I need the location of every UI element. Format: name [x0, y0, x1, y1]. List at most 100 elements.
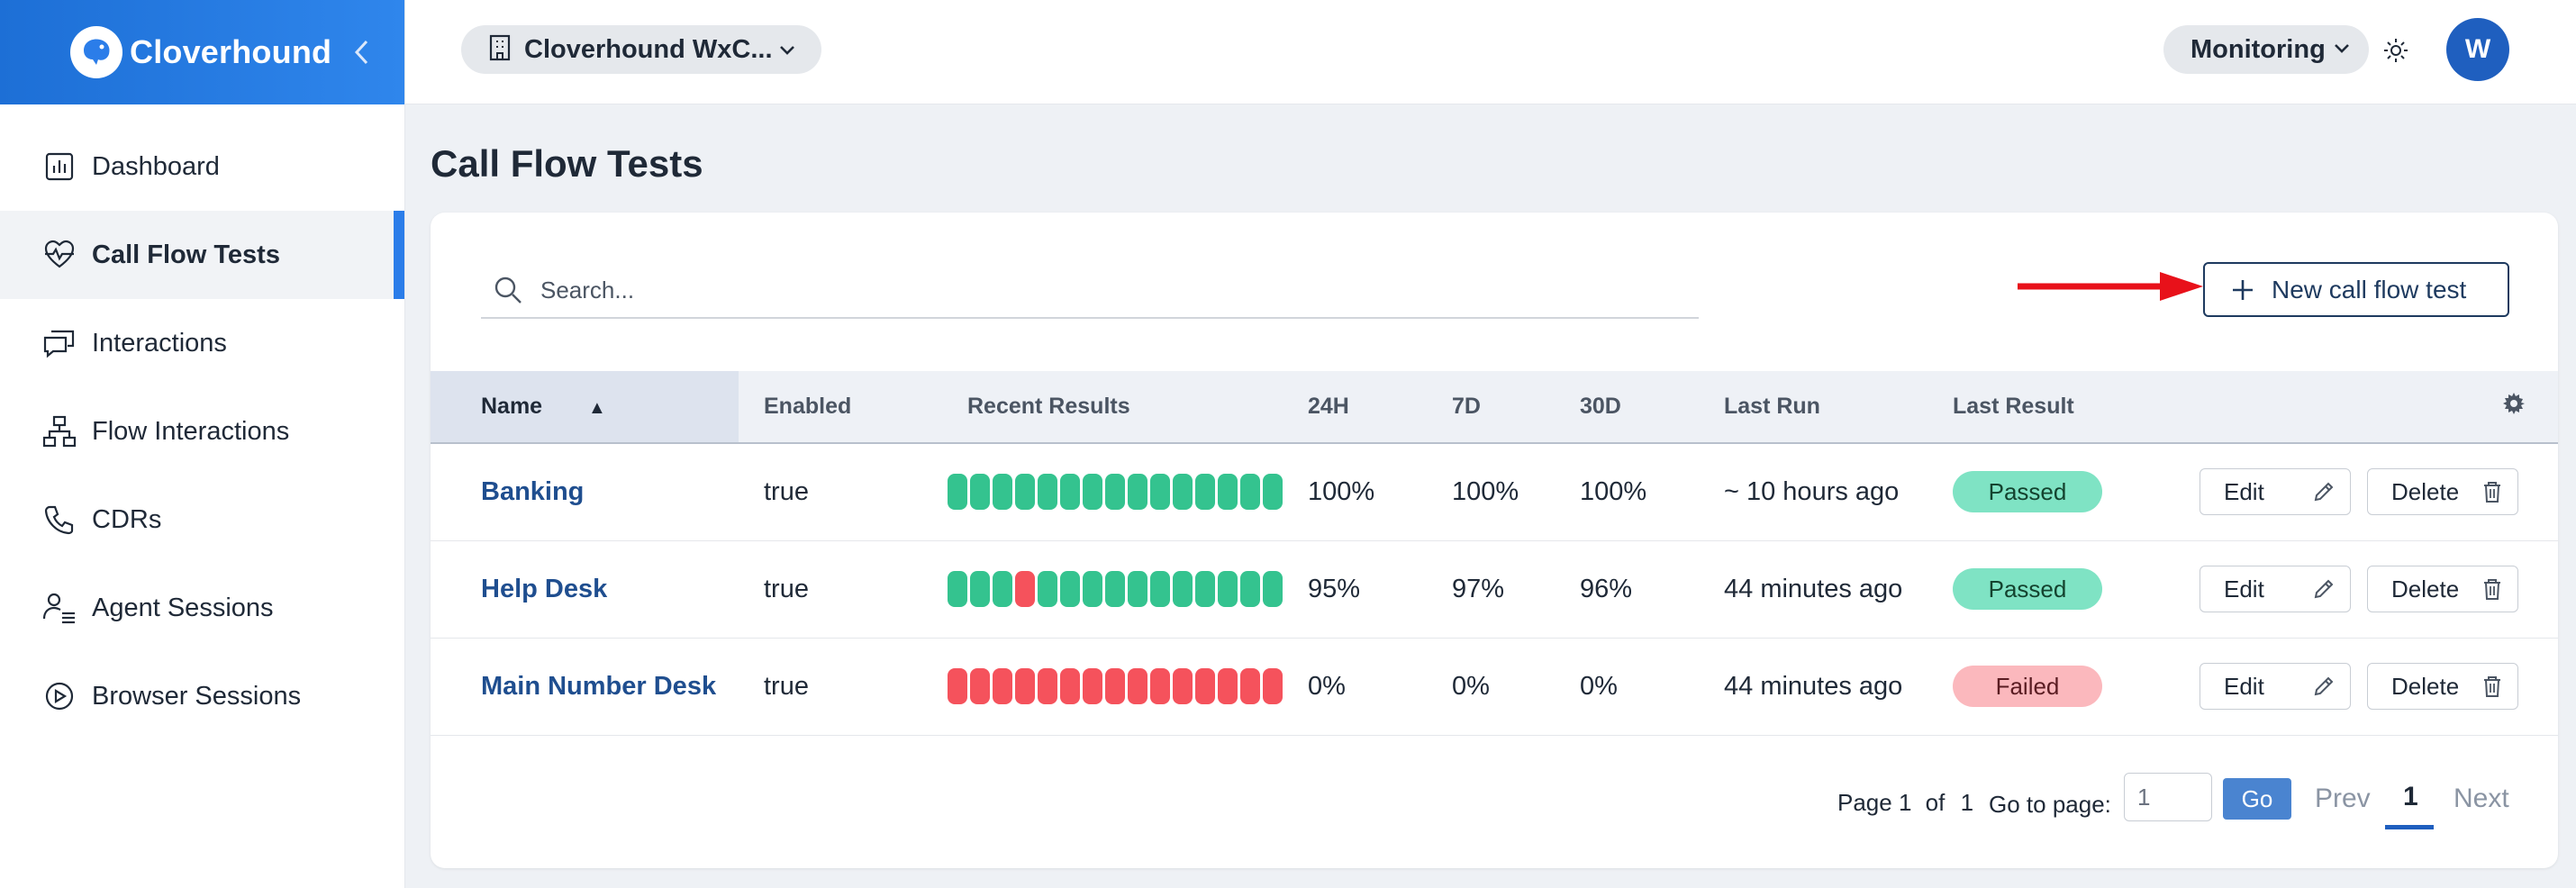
result-pill-pass[interactable] [1083, 571, 1102, 607]
result-pill-pass[interactable] [948, 571, 967, 607]
result-pill-pass[interactable] [1195, 571, 1215, 607]
org-name: Cloverhound WxC... [524, 34, 773, 64]
page-total: 1 [1960, 789, 1974, 816]
edit-button[interactable]: Edit [2200, 468, 2351, 516]
result-pill-fail[interactable] [993, 668, 1012, 704]
column-header-24h[interactable]: 24H [1308, 394, 1349, 419]
rate-7d: 100% [1452, 476, 1519, 506]
column-header-name[interactable]: Name ▲ [431, 371, 739, 443]
result-pill-pass[interactable] [1038, 474, 1057, 511]
result-pill-fail[interactable] [1015, 668, 1035, 704]
sidebar-item-agent-sessions[interactable]: Agent Sessions [0, 564, 404, 652]
result-pill-pass[interactable] [1263, 571, 1283, 607]
sidebar-item-dashboard[interactable]: Dashboard [0, 122, 404, 211]
result-pill-pass[interactable] [1128, 474, 1147, 511]
sidebar-item-call-flow-tests[interactable]: Call Flow Tests [0, 211, 404, 299]
result-pill-pass[interactable] [948, 474, 967, 511]
mode-selector[interactable]: Monitoring [2163, 25, 2369, 74]
edit-label: Edit [2224, 672, 2264, 700]
result-pill-fail[interactable] [948, 668, 967, 704]
hierarchy-icon [41, 413, 77, 449]
sidebar-item-label: Browser Sessions [92, 681, 302, 711]
result-pill-fail[interactable] [1105, 668, 1125, 704]
result-pill-pass[interactable] [1105, 474, 1125, 511]
column-header-last-result[interactable]: Last Result [1953, 394, 2074, 419]
result-pill-pass[interactable] [1218, 474, 1238, 511]
result-pill-pass[interactable] [1150, 474, 1170, 511]
page-of-label: of [1925, 789, 1946, 816]
sidebar-item-flow-interactions[interactable]: Flow Interactions [0, 387, 404, 476]
avatar[interactable]: W [2446, 18, 2509, 81]
result-pill-pass[interactable] [993, 571, 1012, 607]
search-input[interactable] [540, 276, 1621, 304]
result-pill-pass[interactable] [1060, 571, 1080, 607]
column-label: Name [481, 394, 543, 419]
result-pill-fail[interactable] [1128, 668, 1147, 704]
result-pill-fail[interactable] [1083, 668, 1102, 704]
result-pill-fail[interactable] [970, 668, 990, 704]
result-pill-fail[interactable] [1218, 668, 1238, 704]
table-row: Help Desk true 95% 97% 96% 44 minutes ag… [431, 540, 2558, 638]
result-pill-pass[interactable] [1173, 571, 1193, 607]
result-pill-fail[interactable] [1263, 668, 1283, 704]
phone-icon [41, 502, 77, 538]
edit-label: Edit [2224, 575, 2264, 603]
table-header-row: Name ▲ Enabled Recent Results 24H 7D 30D… [431, 371, 2558, 443]
column-settings-button[interactable] [2169, 371, 2558, 443]
chat-bubbles-icon [41, 325, 77, 361]
result-pill-fail[interactable] [1150, 668, 1170, 704]
result-pill-pass[interactable] [1083, 474, 1102, 511]
column-header-7d[interactable]: 7D [1452, 394, 1481, 419]
result-pill-fail[interactable] [1195, 668, 1215, 704]
table-row: Main Number Desk true 0% 0% 0% 44 minute… [431, 638, 2558, 735]
org-selector[interactable]: Cloverhound WxC... [461, 25, 821, 74]
next-page-button[interactable]: Next [2454, 784, 2509, 813]
result-pill-pass[interactable] [1240, 474, 1260, 511]
delete-button[interactable]: Delete [2367, 566, 2518, 612]
result-pill-fail[interactable] [1240, 668, 1260, 704]
sun-icon [2384, 39, 2408, 62]
result-pill-pass[interactable] [1060, 474, 1080, 511]
sidebar-item-browser-sessions[interactable]: Browser Sessions [0, 652, 404, 740]
column-header-30d[interactable]: 30D [1580, 394, 1621, 419]
test-name-link[interactable]: Banking [481, 476, 585, 506]
result-pill-fail[interactable] [1038, 668, 1057, 704]
pencil-icon [2314, 579, 2334, 599]
edit-button[interactable]: Edit [2200, 566, 2351, 612]
sidebar-item-cdrs[interactable]: CDRs [0, 476, 404, 564]
goto-page-input[interactable]: 1 [2124, 773, 2212, 821]
result-pill-pass[interactable] [1263, 474, 1283, 511]
result-pill-pass[interactable] [970, 571, 990, 607]
result-pill-pass[interactable] [1128, 571, 1147, 607]
result-pill-pass[interactable] [1015, 474, 1035, 511]
result-pill-pass[interactable] [1038, 571, 1057, 607]
result-pill-pass[interactable] [993, 474, 1012, 511]
test-name-link[interactable]: Help Desk [481, 574, 608, 603]
column-header-enabled[interactable]: Enabled [764, 394, 852, 419]
result-pill-fail[interactable] [1060, 668, 1080, 704]
new-call-flow-test-button[interactable]: New call flow test [2203, 262, 2509, 317]
rate-24h: 95% [1308, 574, 1361, 603]
test-name-link[interactable]: Main Number Desk [481, 671, 717, 701]
result-pill-pass[interactable] [1240, 571, 1260, 607]
collapse-sidebar-button[interactable] [345, 34, 377, 70]
result-pill-pass[interactable] [1105, 571, 1125, 607]
page-1-button[interactable]: 1 [2403, 782, 2418, 811]
delete-button[interactable]: Delete [2367, 468, 2518, 516]
prev-page-button[interactable]: Prev [2315, 784, 2371, 813]
theme-toggle-button[interactable] [2378, 32, 2414, 68]
go-button[interactable]: Go [2223, 778, 2291, 820]
result-pill-fail[interactable] [1173, 668, 1193, 704]
result-pill-fail[interactable] [1015, 571, 1035, 607]
result-pill-pass[interactable] [970, 474, 990, 511]
column-header-recent-results[interactable]: Recent Results [967, 394, 1130, 419]
result-pill-pass[interactable] [1150, 571, 1170, 607]
edit-button[interactable]: Edit [2200, 663, 2351, 710]
sidebar-item-interactions[interactable]: Interactions [0, 299, 404, 387]
play-circle-icon [41, 678, 77, 714]
result-pill-pass[interactable] [1173, 474, 1193, 511]
result-pill-pass[interactable] [1218, 571, 1238, 607]
result-pill-pass[interactable] [1195, 474, 1215, 511]
delete-button[interactable]: Delete [2367, 663, 2518, 710]
column-header-last-run[interactable]: Last Run [1724, 394, 1820, 419]
